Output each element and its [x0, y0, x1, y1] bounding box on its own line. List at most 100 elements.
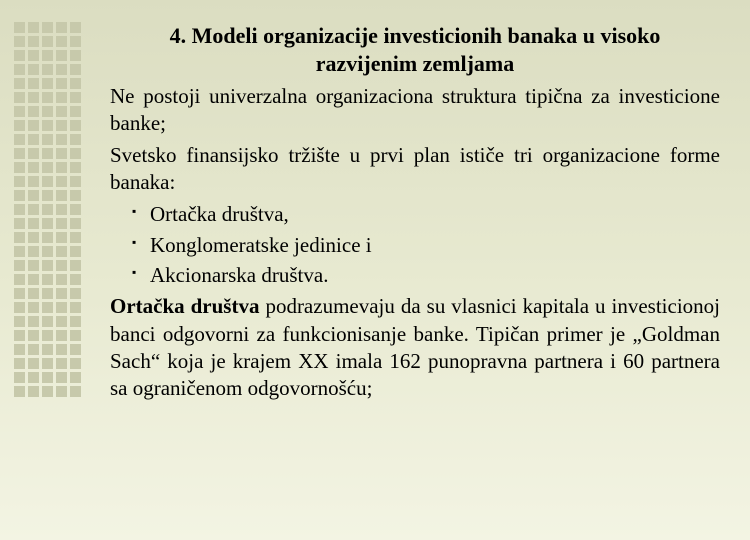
decor-square: [70, 134, 81, 145]
decor-square: [70, 64, 81, 75]
decor-square: [14, 162, 25, 173]
decor-square: [14, 78, 25, 89]
decor-square: [14, 246, 25, 257]
decor-square: [28, 260, 39, 271]
decor-square: [14, 176, 25, 187]
decor-square: [56, 106, 67, 117]
decor-square: [56, 50, 67, 61]
decor-square: [42, 50, 53, 61]
bullet-list: Ortačka društva, Konglomeratske jedinice…: [110, 200, 720, 289]
decor-square: [28, 148, 39, 159]
slide-content: 4. Modeli organizacije investicionih ban…: [110, 22, 720, 406]
decor-square: [42, 330, 53, 341]
decor-square: [14, 344, 25, 355]
decor-square: [14, 358, 25, 369]
decor-square: [56, 372, 67, 383]
decor-square: [42, 288, 53, 299]
paragraph-2: Svetsko finansijsko tržište u prvi plan …: [110, 142, 720, 197]
decor-square: [70, 106, 81, 117]
decor-square: [14, 386, 25, 397]
decor-square: [42, 204, 53, 215]
decor-square: [28, 246, 39, 257]
decor-square: [70, 78, 81, 89]
decor-square: [56, 190, 67, 201]
decor-square: [14, 274, 25, 285]
decor-square: [14, 106, 25, 117]
decor-square: [14, 120, 25, 131]
decor-square: [14, 316, 25, 327]
decor-square: [56, 148, 67, 159]
decor-square: [28, 64, 39, 75]
decor-square: [14, 22, 25, 33]
decor-square: [28, 372, 39, 383]
decor-square: [42, 386, 53, 397]
decor-square: [42, 148, 53, 159]
decor-square: [28, 232, 39, 243]
decor-square: [28, 218, 39, 229]
decor-square: [14, 260, 25, 271]
slide-title: 4. Modeli organizacije investicionih ban…: [110, 22, 720, 77]
decor-square: [28, 316, 39, 327]
decor-square: [56, 92, 67, 103]
decor-square: [56, 36, 67, 47]
decor-square: [42, 120, 53, 131]
decor-square: [28, 386, 39, 397]
decor-square: [28, 274, 39, 285]
decor-square: [70, 36, 81, 47]
decor-square: [70, 190, 81, 201]
decor-square: [14, 204, 25, 215]
decor-square: [70, 316, 81, 327]
decor-square: [70, 92, 81, 103]
decor-square: [14, 372, 25, 383]
decor-square: [14, 218, 25, 229]
decor-square: [70, 22, 81, 33]
decor-square: [56, 134, 67, 145]
decor-square: [42, 372, 53, 383]
list-item: Ortačka društva,: [132, 200, 720, 228]
decor-square: [56, 288, 67, 299]
decor-square: [56, 330, 67, 341]
decor-square: [28, 22, 39, 33]
decor-square: [56, 274, 67, 285]
decor-square: [70, 232, 81, 243]
decor-square: [28, 288, 39, 299]
decor-square: [42, 260, 53, 271]
decor-square: [28, 50, 39, 61]
decor-square: [28, 330, 39, 341]
decor-square: [42, 78, 53, 89]
decor-square: [14, 190, 25, 201]
decor-square: [42, 22, 53, 33]
decor-square: [42, 176, 53, 187]
decor-square: [14, 92, 25, 103]
decor-square: [56, 204, 67, 215]
decor-square: [70, 204, 81, 215]
decor-square: [42, 302, 53, 313]
decor-square: [28, 176, 39, 187]
decor-square: [70, 358, 81, 369]
decor-square: [56, 120, 67, 131]
decor-square: [56, 218, 67, 229]
decor-square: [70, 50, 81, 61]
slide-background: 4. Modeli organizacije investicionih ban…: [0, 0, 750, 540]
decor-square: [42, 162, 53, 173]
decor-square: [70, 344, 81, 355]
decor-square: [28, 36, 39, 47]
decor-square: [14, 288, 25, 299]
decor-square: [42, 190, 53, 201]
decor-square: [70, 176, 81, 187]
title-line-2: razvijenim zemljama: [316, 51, 515, 76]
decor-square: [70, 288, 81, 299]
decor-square: [14, 330, 25, 341]
decor-square: [28, 78, 39, 89]
decor-square: [42, 106, 53, 117]
decor-square: [42, 316, 53, 327]
decor-square: [56, 78, 67, 89]
decor-square: [70, 330, 81, 341]
decor-square: [56, 302, 67, 313]
decor-square: [56, 260, 67, 271]
paragraph-3-lead: Ortačka društva: [110, 294, 259, 318]
decor-square: [28, 190, 39, 201]
decor-square: [70, 386, 81, 397]
decor-square: [70, 162, 81, 173]
decor-square: [14, 148, 25, 159]
